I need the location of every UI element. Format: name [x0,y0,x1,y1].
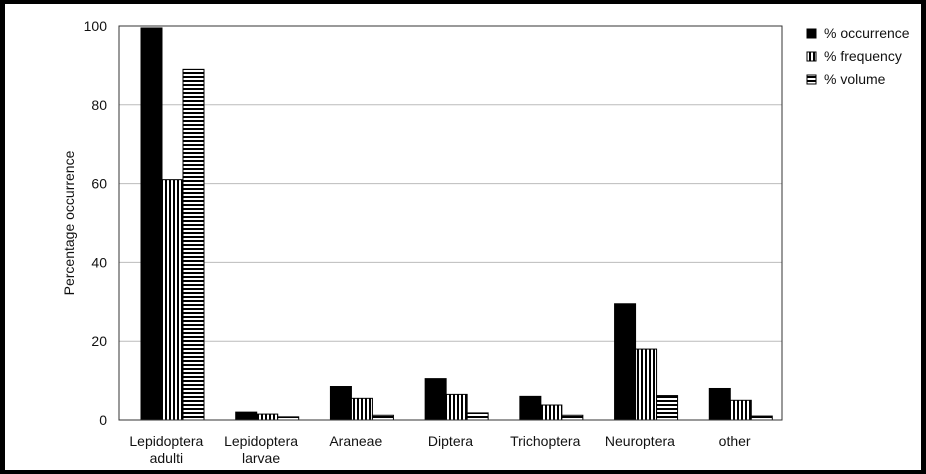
category-labels: LepidopteraadultiLepidopteralarvaeAranea… [129,433,751,466]
bar-vertical-stripes [445,393,468,421]
plot-border [118,25,783,421]
category-label: Araneae [329,433,382,449]
y-axis-label: Percentage occurrence [61,150,77,295]
bar-solid [329,386,352,421]
category-label: larvae [242,450,280,466]
y-tick-label: 0 [99,412,107,428]
y-tick-label: 20 [91,333,107,349]
bar-horizontal-stripes [750,415,773,421]
y-tick-label: 60 [91,176,107,192]
bar-vertical-stripes [635,348,658,421]
bar-solid [519,395,542,421]
bar-solid [235,411,258,421]
bar-horizontal-stripes [656,395,679,421]
bar-solid [424,378,447,421]
bar-vertical-stripes [350,397,373,421]
legend-label: % occurrence [824,25,910,41]
bar-solid [708,387,731,421]
chart-frame: 0 20 40 60 80 100 Lepidoptera adulti Lepidopter… [5,4,921,470]
category-label: Trichoptera [510,433,581,449]
bar-solid [140,27,163,421]
category-label: Lepidoptera [224,433,298,449]
bar-vertical-stripes [540,404,563,421]
bar-solid [614,303,637,421]
y-tick-labels: 0 20 40 60 80 100 [84,18,108,428]
category-label: Neuroptera [605,433,675,449]
bar-horizontal-stripes [371,414,394,421]
legend-swatch [806,74,817,85]
bar-vertical-stripes [729,399,752,421]
y-tick-label: 100 [84,18,108,34]
legend-label: % volume [824,71,886,87]
legend: % occurrence % frequency % volume [806,25,910,87]
bar-horizontal-stripes [182,68,205,421]
bar-horizontal-stripes [561,414,584,421]
legend-label: % frequency [824,48,902,64]
legend-swatch [806,28,817,39]
gridlines [119,25,782,342]
category-label: other [719,433,751,449]
bar-vertical-stripes [161,179,184,421]
axes [118,25,783,421]
category-label: Diptera [428,433,473,449]
legend-swatch [806,51,817,62]
bars [140,27,773,421]
y-tick-label: 40 [91,254,107,270]
bar-vertical-stripes [256,413,279,421]
y-tick-label: 80 [91,97,107,113]
category-label: adulti [150,450,183,466]
bar-horizontal-stripes [466,412,489,421]
category-label: Lepidoptera [129,433,203,449]
